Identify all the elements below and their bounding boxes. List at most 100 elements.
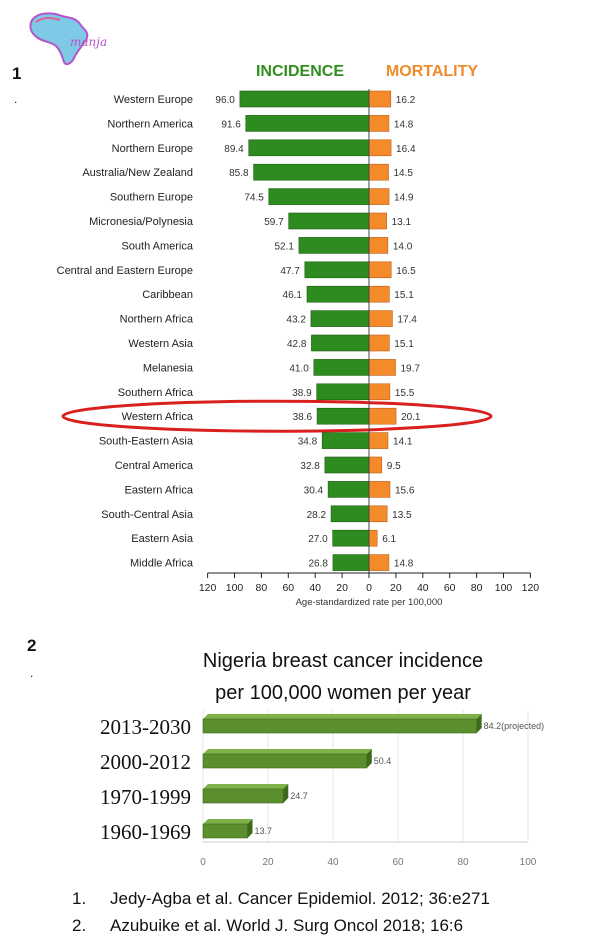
x-tick-label: 60 — [444, 582, 456, 594]
x-tick-label: 80 — [471, 582, 483, 594]
incidence-bar — [298, 237, 370, 254]
mortality-bar — [368, 237, 389, 254]
year-range-label: 2000-2012 — [100, 750, 191, 774]
x-tick-label: 120 — [522, 582, 540, 594]
incidence-value-label: 74.5 — [244, 193, 264, 204]
incidence-bar — [316, 407, 370, 425]
incidence-bar — [253, 163, 370, 181]
highlight-ellipse — [61, 399, 493, 433]
year-range-label: 1970-1999 — [100, 785, 191, 809]
incidence-bar — [327, 481, 370, 498]
incidence-value-label: 27.0 — [308, 534, 328, 545]
mortality-bar — [368, 310, 393, 327]
mortality-bar — [368, 139, 392, 157]
bar-side-face — [476, 714, 482, 733]
incidence-bar — [202, 788, 284, 804]
mortality-value-label: 19.7 — [400, 363, 420, 374]
africa-shape-icon — [29, 12, 89, 66]
mortality-bar — [368, 212, 387, 230]
category-label: Western Africa — [122, 411, 194, 423]
incidence-bar — [239, 90, 370, 108]
mortality-bar — [368, 90, 392, 108]
section-dot-1: . — [14, 92, 18, 106]
mortality-value-label: 14.8 — [394, 559, 414, 570]
category-label: Southern Europe — [110, 192, 193, 204]
reference-1: 1. Jedy-Agba et al. Cancer Epidemiol. 201… — [72, 889, 490, 909]
mortality-bar — [368, 529, 378, 547]
incidence-bar — [248, 139, 370, 157]
x-tick-label: 40 — [417, 582, 429, 594]
mortality-bar — [368, 456, 383, 474]
mortality-value-label: 9.5 — [387, 461, 401, 472]
logo-text: manja — [70, 35, 107, 49]
incidence-value-label: 38.6 — [293, 412, 313, 423]
category-label: Micronesia/Polynesia — [89, 216, 194, 228]
mortality-value-label: 16.4 — [396, 144, 416, 155]
mortality-bar — [368, 554, 390, 571]
x-tick-label: 40 — [309, 582, 321, 594]
x-tick-label: 20 — [336, 582, 348, 594]
x-tick-label: 0 — [200, 857, 206, 868]
incidence-value-label: 89.4 — [224, 144, 244, 155]
value-label: 24.7 — [290, 791, 308, 801]
reference-2: 2. Azubuike et al. World J. Surg Oncol 20… — [72, 916, 463, 936]
bar-top-face — [203, 784, 289, 789]
incidence-bar — [288, 212, 370, 230]
mortality-bar — [368, 359, 396, 376]
incidence-value-label: 47.7 — [280, 266, 300, 277]
mortality-value-label: 14.1 — [393, 437, 413, 448]
chart-title-line-1: Nigeria breast cancer incidence — [203, 650, 483, 672]
x-tick-label: 40 — [327, 857, 339, 868]
category-label: South America — [121, 240, 193, 252]
incidence-bar — [202, 718, 477, 734]
incidence-value-label: 46.1 — [283, 290, 303, 301]
reference-number: 1. — [72, 889, 87, 908]
category-label: Australia/New Zealand — [82, 167, 193, 179]
mortality-value-label: 16.5 — [396, 266, 416, 277]
incidence-bar — [316, 383, 370, 401]
mortality-bar — [368, 115, 390, 132]
bar-top-face — [203, 714, 482, 719]
category-label: Northern Africa — [120, 314, 194, 326]
mortality-bar — [368, 481, 391, 498]
x-tick-label: 20 — [390, 582, 402, 594]
x-tick-label: 120 — [199, 582, 217, 594]
x-tick-label: 100 — [495, 582, 513, 594]
mortality-bar — [368, 261, 392, 279]
mortality-bar — [368, 407, 397, 425]
mortality-value-label: 14.9 — [394, 193, 414, 204]
incidence-bar — [311, 334, 370, 352]
nigeria-incidence-chart: Nigeria breast cancer incidence per 100,0… — [100, 650, 544, 868]
category-label: Southern Africa — [118, 387, 194, 399]
incidence-value-label: 32.8 — [300, 461, 320, 472]
incidence-bar — [332, 554, 370, 571]
year-range-label: 2013-2030 — [100, 715, 191, 739]
incidence-value-label: 52.1 — [274, 241, 294, 252]
mortality-bar — [368, 188, 390, 205]
incidence-bar — [202, 753, 368, 769]
value-label: 13.7 — [255, 826, 273, 836]
x-tick-label: 100 — [226, 582, 244, 594]
mortality-value-label: 15.1 — [394, 339, 414, 350]
mortality-value-label: 13.1 — [392, 217, 412, 228]
bar-top-face — [203, 819, 253, 824]
incidence-value-label: 26.8 — [308, 559, 328, 570]
incidence-value-label: 96.0 — [215, 95, 235, 106]
mortality-value-label: 6.1 — [382, 534, 396, 545]
mortality-bar — [368, 432, 389, 449]
chart-title-line-2: per 100,000 women per year — [215, 682, 471, 704]
x-tick-label: 0 — [366, 582, 372, 594]
incidence-bar — [268, 188, 370, 205]
x-tick-label: 60 — [282, 582, 294, 594]
x-tick-label: 80 — [256, 582, 268, 594]
x-tick-label: 60 — [392, 857, 404, 868]
mortality-bar — [368, 163, 389, 181]
mortality-value-label: 13.5 — [392, 510, 412, 521]
section-number-2: 2 — [27, 636, 37, 655]
x-tick-label: 20 — [262, 857, 274, 868]
mortality-value-label: 16.2 — [396, 95, 416, 106]
bar-top-face — [203, 749, 372, 754]
category-label: Caribbean — [142, 289, 193, 301]
incidence-value-label: 30.4 — [304, 485, 324, 496]
incidence-bar — [332, 529, 370, 547]
